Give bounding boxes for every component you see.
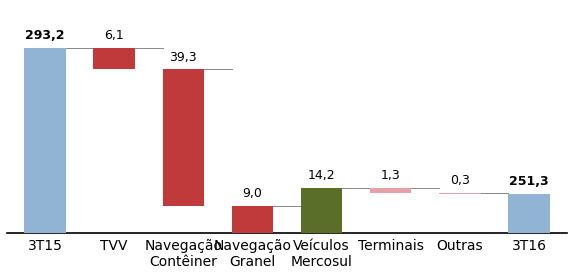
Text: 293,2: 293,2 xyxy=(25,29,65,43)
Bar xyxy=(301,188,342,237)
Text: 1,3: 1,3 xyxy=(381,169,401,182)
Text: 14,2: 14,2 xyxy=(308,169,335,182)
Bar xyxy=(24,48,65,276)
Text: 39,3: 39,3 xyxy=(169,51,197,64)
Bar xyxy=(370,188,412,193)
Text: 251,3: 251,3 xyxy=(509,175,549,188)
Text: 9,0: 9,0 xyxy=(242,187,262,200)
Bar xyxy=(162,69,204,206)
Bar xyxy=(509,194,550,276)
Text: 6,1: 6,1 xyxy=(104,29,124,43)
Bar xyxy=(94,48,135,69)
Bar xyxy=(232,206,273,237)
Text: 0,3: 0,3 xyxy=(450,174,470,187)
